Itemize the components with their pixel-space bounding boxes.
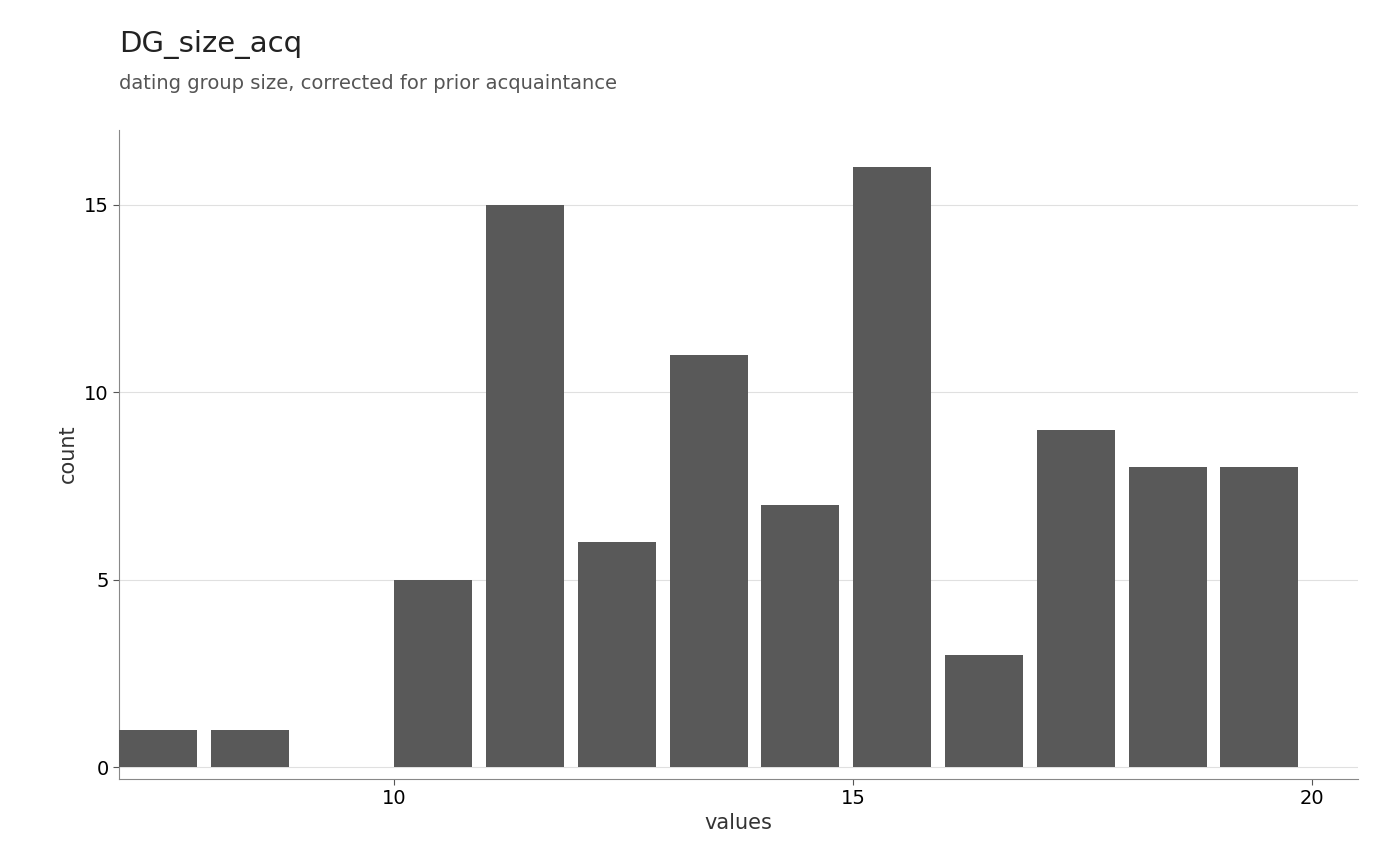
Bar [762, 505, 840, 767]
Bar [211, 730, 288, 767]
Bar [669, 355, 748, 767]
Bar [853, 167, 931, 767]
Bar [945, 655, 1023, 767]
Text: DG_size_acq: DG_size_acq [119, 30, 302, 60]
Bar [1037, 430, 1114, 767]
Y-axis label: count: count [59, 425, 78, 484]
Text: dating group size, corrected for prior acquaintance: dating group size, corrected for prior a… [119, 74, 617, 93]
X-axis label: values: values [704, 813, 773, 834]
Bar [486, 205, 564, 767]
Bar [1128, 467, 1207, 767]
Bar [578, 542, 655, 767]
Bar [119, 730, 197, 767]
Bar [395, 580, 472, 767]
Bar [1221, 467, 1298, 767]
